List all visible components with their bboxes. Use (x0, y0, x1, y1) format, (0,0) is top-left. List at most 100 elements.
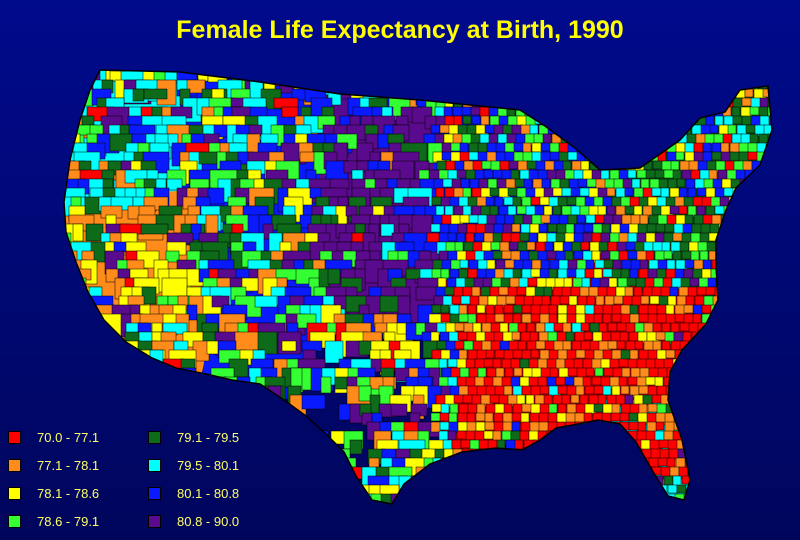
county-cell (753, 430, 765, 442)
county-cell (469, 70, 481, 75)
county-cell (609, 502, 622, 504)
county-cell (694, 484, 706, 498)
county-cell (460, 484, 474, 497)
county-cell (463, 340, 475, 351)
county-cell (663, 430, 675, 441)
county-cell (540, 457, 550, 471)
county-cell (530, 313, 541, 323)
county-cell (607, 241, 618, 253)
county-cell (257, 331, 278, 355)
county-cell (632, 106, 646, 117)
county-cell (778, 116, 786, 128)
county-cell (493, 412, 504, 423)
county-cell (557, 385, 569, 395)
county-cell (726, 502, 738, 504)
county-cell (641, 133, 654, 147)
county-cell (552, 97, 562, 110)
county-cell (542, 106, 554, 117)
county-cell (735, 475, 745, 488)
county-cell (746, 349, 756, 360)
county-cell (549, 70, 563, 80)
county-cell (600, 88, 614, 102)
county-cell (394, 241, 415, 253)
county-cell (667, 484, 678, 494)
county-cell (555, 475, 568, 489)
county-cell (656, 403, 668, 415)
county-cell (529, 421, 541, 433)
county-cell (592, 124, 604, 134)
county-cell (766, 70, 772, 74)
county-cell (762, 376, 772, 386)
county-cell (726, 232, 739, 243)
county-cell (465, 430, 476, 441)
county-cell (586, 70, 597, 71)
county-cell (660, 394, 673, 406)
county-cell (525, 97, 538, 111)
county-cell (654, 358, 665, 370)
county-cell (769, 322, 772, 333)
county-cell (109, 376, 130, 392)
county-cell (591, 376, 603, 386)
county-cell (615, 205, 627, 216)
county-cell (710, 403, 723, 417)
county-cell (722, 448, 732, 458)
county-cell (531, 457, 543, 468)
county-cell (636, 88, 649, 101)
county-cell (519, 475, 531, 488)
legend-item-5: 79.1 - 79.5 (148, 427, 239, 447)
county-cell (678, 97, 691, 108)
county-cell (692, 493, 706, 504)
county-cell (636, 475, 649, 487)
county-cell (674, 385, 686, 399)
county-cell (141, 286, 157, 305)
county-cell (774, 350, 785, 359)
county-cell (690, 88, 702, 98)
county-cell (511, 223, 521, 233)
county-cell (714, 187, 726, 198)
county-cell (532, 484, 546, 495)
county-cell (64, 313, 73, 337)
county-cell (746, 403, 757, 413)
county-cell (309, 439, 331, 456)
county-cell (585, 367, 595, 377)
county-cell (541, 484, 551, 497)
county-cell (561, 115, 575, 127)
county-cell (686, 133, 698, 145)
county-cell (327, 484, 356, 496)
county-cell (507, 187, 519, 197)
county-cell (477, 70, 488, 80)
county-cell (69, 385, 81, 408)
county-cell (462, 466, 476, 477)
county-cell (484, 421, 496, 431)
county-cell (730, 484, 743, 495)
county-cell (612, 151, 626, 163)
county-cell (81, 250, 95, 262)
county-cell (731, 106, 741, 118)
county-cell (729, 142, 741, 154)
county-cell (465, 502, 478, 504)
county-cell (669, 97, 679, 110)
county-cell (660, 115, 670, 128)
county-cell (456, 430, 467, 440)
county-cell (714, 115, 724, 127)
county-cell (744, 430, 756, 440)
county-cell (510, 502, 523, 504)
county-cell (753, 250, 767, 264)
county-cell (575, 268, 586, 280)
county-cell (576, 367, 588, 379)
county-cell (604, 439, 614, 453)
county-cell (777, 134, 786, 146)
county-cell (320, 376, 332, 394)
county-cell (606, 97, 620, 107)
county-cell (539, 493, 549, 504)
county-cell (685, 70, 699, 71)
county-cell (480, 466, 494, 476)
county-cell (593, 493, 606, 503)
county-cell (609, 430, 619, 444)
county-cell (478, 484, 488, 494)
county-cell (529, 124, 539, 135)
county-cell (745, 223, 757, 234)
county-cell (467, 313, 477, 325)
county-cell (483, 169, 494, 179)
county-cell (459, 70, 473, 84)
